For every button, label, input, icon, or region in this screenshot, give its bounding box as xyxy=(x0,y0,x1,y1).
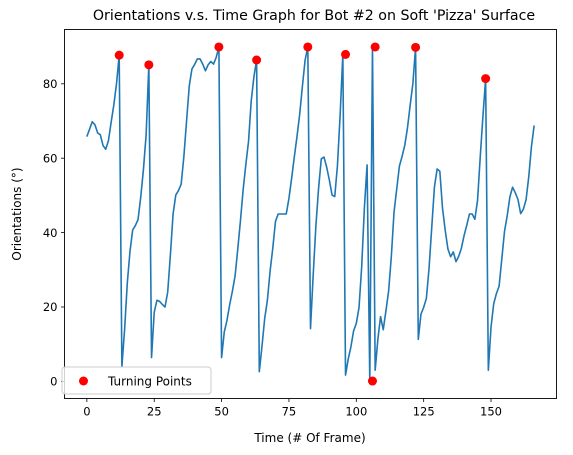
turning-point-marker xyxy=(341,50,350,59)
turning-point-marker xyxy=(368,377,377,386)
orientation-line xyxy=(87,47,534,381)
turning-point-marker xyxy=(481,74,490,83)
legend-label-turning-points: Turning Points xyxy=(107,375,192,389)
x-tick-label: 25 xyxy=(147,405,162,419)
y-tick-label: 40 xyxy=(43,226,58,240)
y-axis: 0 20 40 60 80 xyxy=(43,77,65,389)
x-tick-label: 100 xyxy=(345,405,367,419)
legend: Turning Points xyxy=(62,367,211,394)
turning-point-marker xyxy=(303,42,312,51)
x-axis-label: Time (# Of Frame) xyxy=(253,431,365,445)
chart-title: Orientations v.s. Time Graph for Bot #2 … xyxy=(93,8,535,24)
y-tick-label: 80 xyxy=(43,77,58,91)
turning-point-marker xyxy=(214,42,223,51)
x-tick-label: 150 xyxy=(480,405,502,419)
x-tick-label: 0 xyxy=(83,405,90,419)
y-tick-label: 60 xyxy=(43,151,58,165)
turning-point-marker xyxy=(115,51,124,60)
x-tick-label: 50 xyxy=(214,405,229,419)
turning-point-marker xyxy=(144,60,153,69)
y-tick-label: 20 xyxy=(43,300,58,314)
x-tick-label: 75 xyxy=(282,405,297,419)
series-layer xyxy=(87,42,534,385)
legend-marker-turning-points xyxy=(79,377,88,386)
turning-point-marker xyxy=(411,43,420,52)
x-axis: 0 25 50 75 100 125 150 xyxy=(83,399,502,419)
y-axis-label: Orientations (°) xyxy=(10,167,24,260)
turning-point-marker xyxy=(371,42,380,51)
x-tick-label: 125 xyxy=(413,405,435,419)
y-tick-label: 0 xyxy=(50,375,57,389)
turning-point-marker xyxy=(252,56,261,65)
